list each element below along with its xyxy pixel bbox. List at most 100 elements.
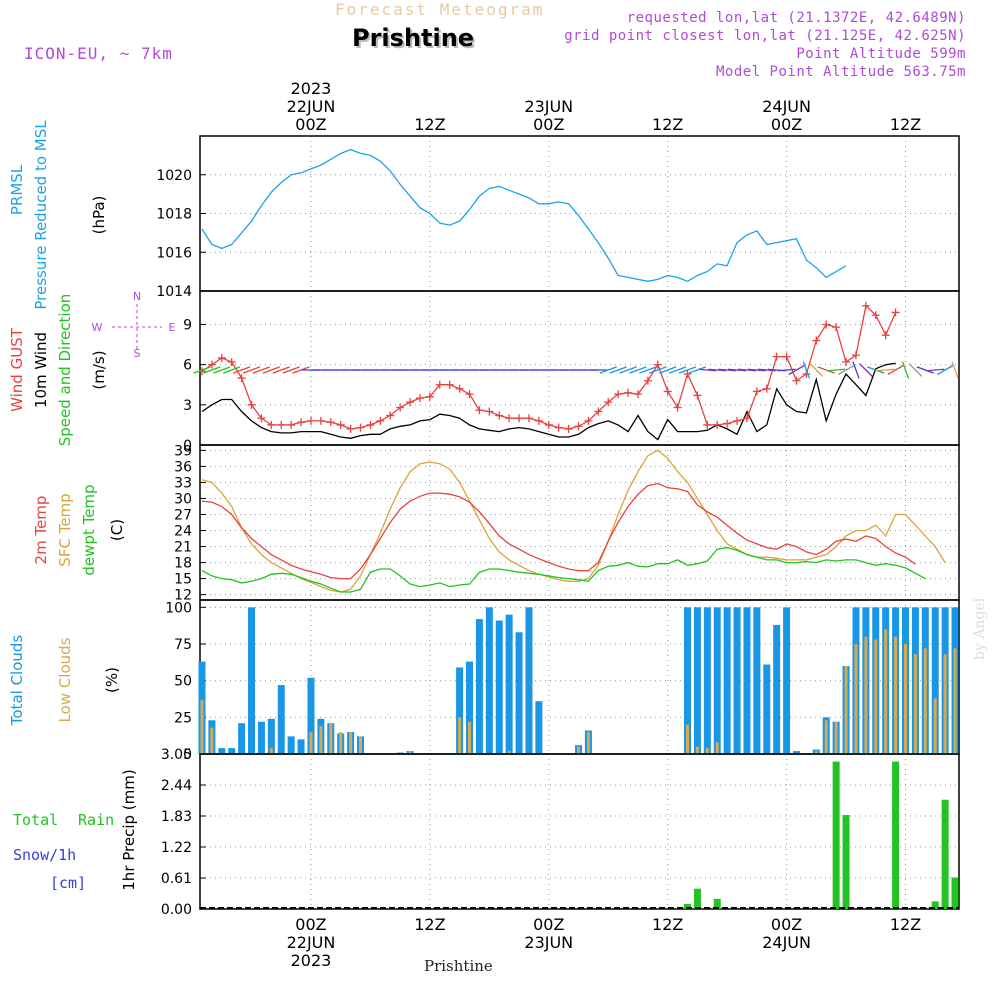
gust-marker	[554, 423, 563, 432]
gust-marker	[673, 403, 682, 412]
pressure-unit: (hPa)	[90, 196, 108, 235]
pressure-ytick-label: 1016	[156, 245, 192, 261]
temperature-ytick-label: 27	[174, 507, 192, 523]
wind-direction-arrow	[193, 366, 211, 374]
gust-marker	[435, 380, 444, 389]
wind-direction-arrow	[609, 366, 627, 374]
wind-unit: (m/s)	[90, 350, 108, 389]
wind-frame	[199, 290, 960, 446]
gust-marker	[376, 416, 385, 425]
precip-ytick-label: 1.22	[161, 840, 192, 856]
point-altitude: Point Altitude 599m	[796, 46, 966, 62]
total-clouds-bar	[773, 624, 781, 754]
total-clouds-bar	[515, 632, 523, 754]
total-clouds-bar	[287, 736, 295, 754]
gust-marker	[574, 422, 583, 431]
clouds-unit: (%)	[103, 667, 121, 693]
precip-label-rain: Rain	[78, 811, 114, 829]
low-clouds-bar	[408, 751, 412, 754]
top-time-label: 00Z	[771, 115, 802, 134]
footer-location: Prishtine	[424, 957, 493, 975]
temp-label-dewpt: dewpt Temp	[80, 484, 98, 575]
gust-marker	[762, 384, 771, 393]
top-time-label: 12Z	[414, 115, 445, 134]
low-clouds-bar	[319, 726, 323, 754]
wind-direction-arrow	[629, 366, 647, 374]
precip-ytick-label: 0.61	[161, 871, 192, 887]
wind-direction-arrow	[223, 366, 241, 374]
rain-bar	[842, 814, 850, 909]
total-clouds-bar	[693, 607, 701, 754]
low-clouds-bar	[359, 736, 363, 754]
gust-marker	[366, 420, 375, 429]
total-clouds-bar	[218, 748, 226, 754]
gust-marker	[277, 420, 286, 429]
clouds-label-total: Total Clouds	[8, 635, 26, 727]
total-clouds-bar	[475, 619, 483, 754]
gust-marker	[505, 414, 514, 423]
gust-marker	[832, 323, 841, 332]
wind-direction-arrow	[659, 366, 677, 374]
clouds-ytick-label: 50	[174, 674, 192, 690]
rain-bar	[931, 901, 939, 909]
top-time-label: 23JUN	[524, 97, 573, 116]
gust-marker	[624, 388, 633, 397]
rain-bar	[693, 888, 701, 909]
gust-marker	[871, 311, 880, 320]
wind-direction-arrow	[678, 366, 697, 374]
top-time-label: 00Z	[295, 115, 326, 134]
gust-marker	[386, 411, 395, 420]
top-time-label: 24JUN	[762, 97, 811, 116]
low-clouds-bar	[715, 742, 719, 754]
gust-marker	[406, 398, 415, 407]
top-time-label: 12Z	[652, 115, 683, 134]
wind-direction-arrow	[837, 364, 855, 376]
wind-ytick-label: 0	[183, 438, 192, 454]
total-clouds-bar	[228, 748, 236, 754]
low-clouds-bar	[814, 751, 818, 754]
precip-label-total: Total	[13, 811, 58, 829]
precip-label-cm: [cm]	[50, 874, 86, 892]
pressure-label-prmsl: PRMSL	[8, 164, 26, 215]
temperature-ytick-label: 18	[174, 556, 192, 572]
low-clouds-bar	[903, 644, 907, 754]
total-clouds-bar	[238, 723, 246, 754]
wind-direction-arrow	[876, 368, 895, 372]
wind-gust-line	[201, 304, 897, 430]
low-clouds-bar	[933, 698, 937, 754]
wind-direction-arrow	[203, 366, 221, 374]
gust-marker	[584, 416, 593, 425]
wind-direction-arrow	[852, 361, 860, 379]
bottom-time-label: 12Z	[890, 915, 921, 934]
wind-direction-arrow	[272, 366, 290, 374]
total-clouds-bar	[723, 607, 731, 754]
pressure-line	[201, 148, 847, 283]
clouds-label-low: Low Clouds	[56, 637, 74, 722]
bottom-time-label: 24JUN	[762, 933, 811, 952]
temperature-ytick-label: 15	[174, 572, 192, 588]
pressure-ytick-label: 1020	[156, 168, 192, 184]
top-time-label: 22JUN	[287, 97, 336, 116]
t2m-line	[201, 482, 916, 580]
wind-direction-arrow	[688, 366, 707, 374]
gust-marker	[703, 420, 712, 429]
total-clouds-bar	[495, 620, 503, 754]
compass-south: S	[134, 347, 141, 360]
wind-direction-arrow	[809, 363, 824, 377]
temp-unit: (C)	[108, 519, 126, 541]
gust-marker	[515, 414, 524, 423]
gust-marker	[455, 384, 464, 393]
top-time-label: 00Z	[533, 115, 564, 134]
compass-east: E	[169, 321, 176, 334]
low-clouds-bar	[695, 746, 699, 754]
low-clouds-bar	[943, 654, 947, 754]
gust-marker	[445, 380, 454, 389]
gust-marker	[544, 420, 553, 429]
gust-marker	[614, 390, 623, 399]
gust-marker	[356, 423, 365, 432]
gust-marker	[237, 374, 246, 383]
gust-marker	[693, 391, 702, 400]
clouds-ytick-label: 75	[174, 637, 192, 653]
bottom-time-label: 23JUN	[524, 933, 573, 952]
gust-marker	[475, 406, 484, 415]
